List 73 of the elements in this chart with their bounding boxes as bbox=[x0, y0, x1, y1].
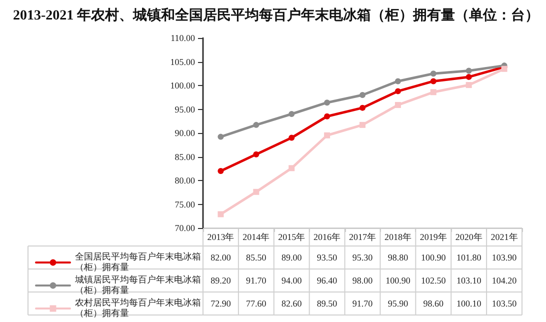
data-label: 93.50 bbox=[316, 252, 338, 262]
point bbox=[253, 188, 260, 195]
point bbox=[288, 165, 295, 172]
legend-label: 农村居民平均每百户年末电冰箱（柜）拥有量 bbox=[75, 297, 201, 319]
point bbox=[218, 134, 224, 140]
x-tick-label: 2020年 bbox=[455, 232, 482, 242]
y-tick-label: 80.00 bbox=[174, 176, 196, 186]
legend-label: 城镇居民平均每百户年末电冰箱（柜）拥有量 bbox=[74, 274, 201, 296]
data-label: 98.00 bbox=[352, 276, 374, 286]
x-tick-label: 2014年 bbox=[242, 232, 270, 242]
y-tick-label: 95.00 bbox=[174, 104, 196, 114]
x-tick-label: 2016年 bbox=[314, 232, 341, 242]
point bbox=[360, 92, 366, 98]
point bbox=[466, 82, 472, 88]
data-label: 100.90 bbox=[386, 276, 411, 286]
data-label: 91.70 bbox=[246, 276, 267, 286]
point bbox=[360, 104, 366, 111]
data-label: 100.10 bbox=[456, 298, 482, 308]
y-tick-label: 85.00 bbox=[174, 152, 196, 162]
y-tick-label: 75.00 bbox=[174, 199, 196, 210]
y-tick-label: 100.00 bbox=[170, 80, 196, 90]
point bbox=[288, 111, 295, 117]
data-label: 103.90 bbox=[492, 252, 518, 262]
data-label: 100.90 bbox=[421, 252, 446, 262]
data-label: 91.70 bbox=[352, 298, 374, 308]
data-label: 89.20 bbox=[210, 276, 232, 286]
point bbox=[466, 74, 472, 80]
data-label: 98.60 bbox=[423, 298, 444, 308]
point bbox=[218, 168, 224, 174]
point bbox=[394, 88, 401, 94]
data-label: 96.40 bbox=[316, 276, 338, 286]
point bbox=[430, 89, 436, 96]
point bbox=[324, 100, 330, 106]
data-label: 89.00 bbox=[281, 252, 302, 262]
x-tick-label: 2021年 bbox=[490, 232, 518, 242]
point bbox=[253, 151, 260, 158]
data-label: 85.50 bbox=[246, 252, 267, 262]
point bbox=[218, 211, 224, 218]
data-label: 77.60 bbox=[246, 298, 267, 308]
point bbox=[324, 132, 330, 138]
data-label: 94.00 bbox=[281, 276, 302, 286]
point bbox=[288, 134, 295, 141]
y-tick-label: 70.00 bbox=[174, 223, 196, 233]
chart-title: 2013-2021 年农村、城镇和全国居民平均每百户年末电冰箱（柜）拥有量（单位：台） bbox=[13, 6, 540, 24]
point bbox=[360, 122, 366, 128]
point bbox=[394, 78, 401, 84]
data-label: 98.80 bbox=[388, 252, 409, 262]
y-tick-label: 110.00 bbox=[170, 33, 196, 43]
data-label: 82.60 bbox=[281, 298, 302, 308]
x-tick-label: 2015年 bbox=[278, 232, 306, 242]
data-label: 82.00 bbox=[210, 252, 232, 262]
x-tick-label: 2013年 bbox=[207, 232, 234, 242]
point bbox=[430, 70, 436, 77]
data-label: 102.50 bbox=[421, 276, 446, 286]
x-tick-label: 2019年 bbox=[420, 232, 447, 242]
point bbox=[430, 78, 436, 84]
data-label: 101.80 bbox=[456, 252, 482, 262]
point bbox=[394, 102, 401, 108]
data-label: 103.10 bbox=[456, 276, 482, 286]
data-label: 95.30 bbox=[352, 252, 374, 262]
data-label: 95.90 bbox=[388, 298, 409, 308]
y-tick-label: 105.00 bbox=[170, 56, 196, 67]
data-label: 72.90 bbox=[210, 298, 232, 308]
data-label: 104.20 bbox=[492, 276, 518, 286]
data-label: 103.50 bbox=[492, 298, 518, 308]
point bbox=[324, 113, 330, 120]
data-label: 89.50 bbox=[316, 298, 338, 308]
x-tick-label: 2018年 bbox=[384, 232, 412, 242]
point bbox=[466, 68, 472, 74]
y-tick-label: 90.00 bbox=[174, 128, 196, 138]
x-tick-label: 2017年 bbox=[349, 232, 376, 242]
point bbox=[253, 122, 260, 128]
legend-label: 全国居民平均每百户年末电冰箱（柜）拥有量 bbox=[75, 251, 201, 273]
